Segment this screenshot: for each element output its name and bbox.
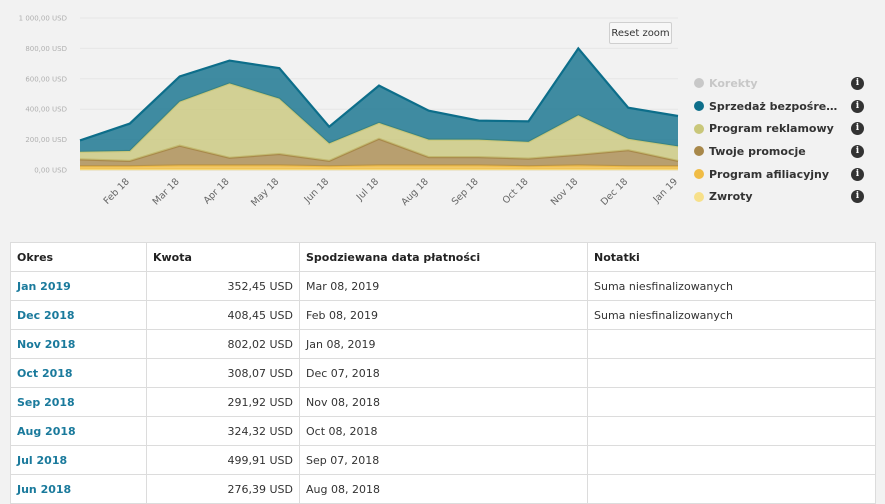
x-tick-label: Apr 18	[202, 176, 232, 206]
expected-date-cell: Jan 08, 2019	[299, 329, 588, 359]
notes-cell	[587, 387, 876, 417]
x-tick-label: Nov 18	[549, 176, 581, 208]
y-tick-label: 600,00 USD	[25, 75, 67, 83]
notes-cell	[587, 329, 876, 359]
period-link[interactable]: Jun 2018	[10, 474, 147, 504]
legend-item[interactable]: Sprzedaż bezpośrednia ... i	[694, 95, 864, 118]
y-tick-label: 400,00 USD	[25, 106, 67, 114]
notes-cell: Suma niesfinalizowanych	[587, 300, 876, 330]
area-series-4	[80, 48, 678, 152]
amount-cell: 352,45 USD	[146, 271, 300, 301]
expected-date-cell: Oct 08, 2018	[299, 416, 588, 446]
expected-date-cell: Feb 08, 2019	[299, 300, 588, 330]
period-link[interactable]: Jan 2019	[10, 271, 147, 301]
amount-cell: 308,07 USD	[146, 358, 300, 388]
column-header-expected-date: Spodziewana data płatności	[299, 242, 588, 272]
info-icon[interactable]: i	[851, 190, 864, 204]
period-link[interactable]: Aug 2018	[10, 416, 147, 446]
table-row: Oct 2018 308,07 USD Dec 07, 2018	[10, 358, 876, 388]
table-row: Sep 2018 291,92 USD Nov 08, 2018	[10, 387, 876, 417]
amount-cell: 802,02 USD	[146, 329, 300, 359]
info-icon[interactable]: i	[851, 122, 864, 136]
expected-date-cell: Dec 07, 2018	[299, 358, 588, 388]
period-link[interactable]: Jul 2018	[10, 445, 147, 475]
legend-item[interactable]: Twoje promocje i	[694, 140, 864, 163]
y-tick-label: 0,00 USD	[34, 167, 67, 175]
column-header-period: Okres	[10, 242, 147, 272]
table-header-row: Okres Kwota Spodziewana data płatności N…	[10, 242, 876, 272]
legend-label: Program afiliacyjny	[709, 167, 830, 181]
legend-item[interactable]: Program reklamowy i	[694, 117, 864, 140]
x-tick-label: May 18	[249, 176, 281, 208]
chart-svg: 0,00 USD 200,00 USD 400,00 USD 600,00 USD 80…	[19, 15, 681, 209]
legend-marker	[694, 101, 704, 112]
period-link[interactable]: Nov 2018	[10, 329, 147, 359]
x-tick-label: Jul 18	[354, 176, 381, 203]
legend-label: Zwroty	[709, 190, 753, 204]
info-icon[interactable]: i	[851, 99, 864, 113]
table-row: Aug 2018 324,32 USD Oct 08, 2018	[10, 416, 876, 446]
legend-marker	[694, 123, 704, 134]
amount-cell: 324,32 USD	[146, 416, 300, 446]
column-header-amount: Kwota	[146, 242, 300, 272]
x-tick-label: Jan 19	[651, 176, 681, 206]
expected-date-cell: Aug 08, 2018	[299, 474, 588, 504]
table-row: Dec 2018 408,45 USD Feb 08, 2019 Suma niesf…	[10, 300, 876, 330]
amount-cell: 291,92 USD	[146, 387, 300, 417]
legend-marker	[694, 78, 704, 89]
table-row: Nov 2018 802,02 USD Jan 08, 2019	[10, 329, 876, 359]
table-row: Jul 2018 499,91 USD Sep 07, 2018	[10, 445, 876, 475]
legend-label: Twoje promocje	[709, 144, 806, 158]
notes-cell	[587, 474, 876, 504]
reset-zoom-button[interactable]: Reset zoom	[609, 22, 672, 44]
legend-item[interactable]: Program afiliacyjny i	[694, 163, 864, 186]
period-link[interactable]: Sep 2018	[10, 387, 147, 417]
y-tick-label: 1 000,00 USD	[19, 15, 67, 23]
legend-label: Sprzedaż bezpośrednia ...	[709, 99, 839, 113]
amount-cell: 499,91 USD	[146, 445, 300, 475]
column-header-notes: Notatki	[587, 242, 876, 272]
x-tick-label: Feb 18	[102, 176, 132, 206]
x-tick-label: Sep 18	[450, 176, 481, 207]
notes-cell: Suma niesfinalizowanych	[587, 271, 876, 301]
notes-cell	[587, 358, 876, 388]
legend-label: Korekty	[709, 76, 758, 90]
notes-cell	[587, 416, 876, 446]
legend-item[interactable]: Zwroty i	[694, 185, 864, 208]
amount-cell: 276,39 USD	[146, 474, 300, 504]
amount-cell: 408,45 USD	[146, 300, 300, 330]
period-link[interactable]: Dec 2018	[10, 300, 147, 330]
area-series-3	[80, 83, 678, 161]
x-tick-label: Jun 18	[302, 176, 332, 206]
period-link[interactable]: Oct 2018	[10, 358, 147, 388]
table-row: Jun 2018 276,39 USD Aug 08, 2018	[10, 474, 876, 504]
payments-table-container: Okres Kwota Spodziewana data płatności N…	[10, 242, 876, 504]
earnings-chart: 0,00 USD 200,00 USD 400,00 USD 600,00 USD 80…	[0, 0, 885, 230]
notes-cell	[587, 445, 876, 475]
expected-date-cell: Mar 08, 2019	[299, 271, 588, 301]
series-line-4	[79, 46, 679, 142]
payments-table: Okres Kwota Spodziewana data płatności N…	[10, 242, 876, 504]
legend-marker	[694, 146, 704, 157]
x-tick-label: Aug 18	[399, 176, 431, 208]
x-tick-label: Oct 18	[501, 176, 531, 206]
x-tick-label: Dec 18	[599, 176, 630, 207]
legend-item[interactable]: Korekty i	[694, 72, 864, 95]
legend-marker	[694, 169, 704, 180]
legend-marker	[694, 191, 704, 202]
y-tick-label: 200,00 USD	[25, 136, 67, 144]
table-row: Jan 2019 352,45 USD Mar 08, 2019 Suma niesf…	[10, 271, 876, 301]
legend-label: Program reklamowy	[709, 122, 834, 136]
y-tick-label: 800,00 USD	[25, 45, 67, 53]
expected-date-cell: Nov 08, 2018	[299, 387, 588, 417]
info-icon[interactable]: i	[851, 77, 864, 90]
info-icon[interactable]: i	[851, 145, 864, 159]
x-tick-label: Mar 18	[151, 176, 182, 207]
expected-date-cell: Sep 07, 2018	[299, 445, 588, 475]
info-icon[interactable]: i	[851, 167, 864, 181]
